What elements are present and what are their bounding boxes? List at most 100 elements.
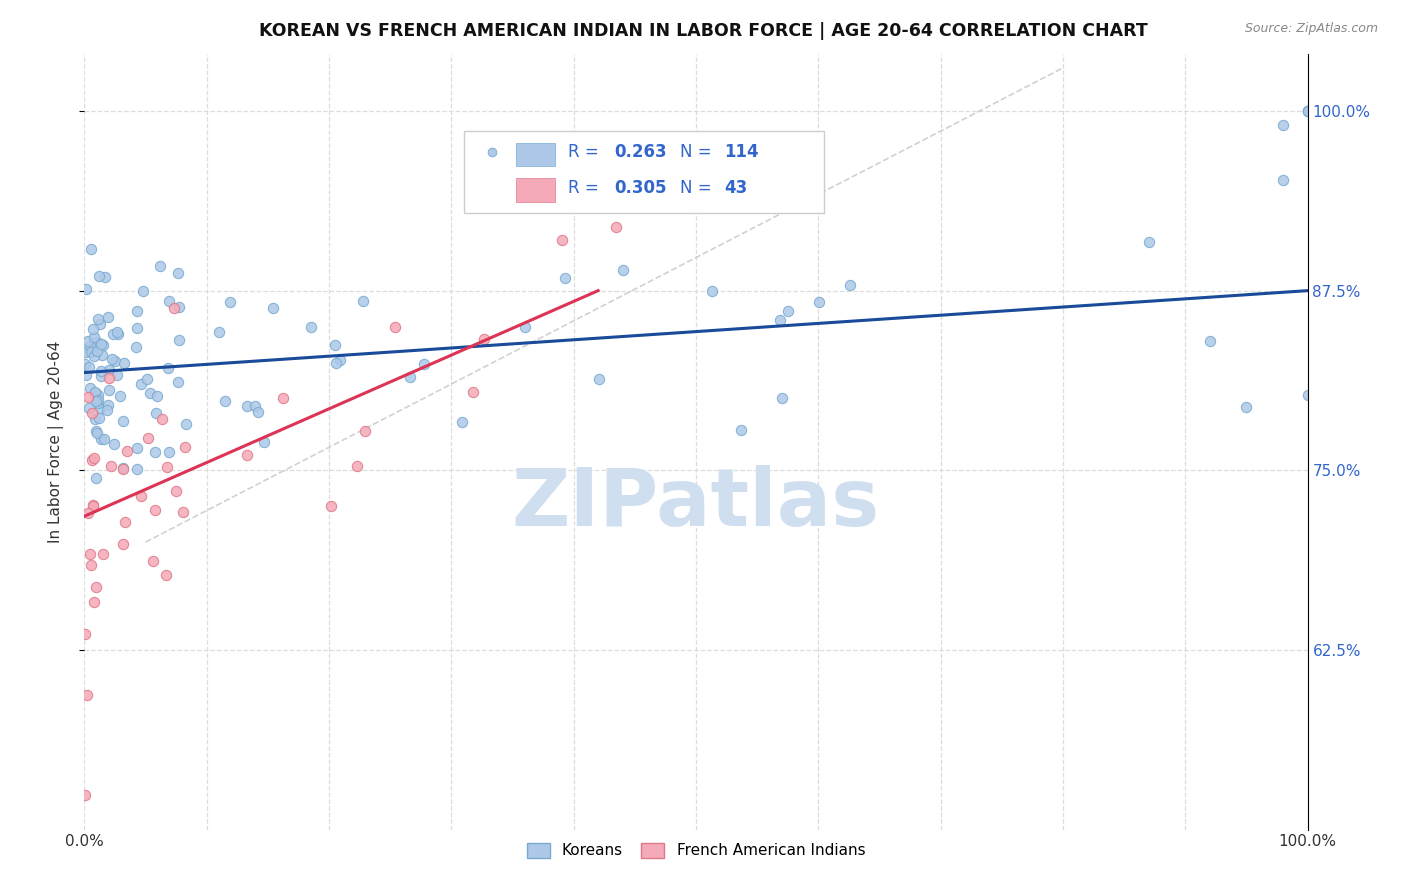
Point [83,386,105,401]
Point [167,333,190,347]
Point [145,406,167,420]
Point [82,499,104,513]
Point [150,411,173,425]
Point [79,338,101,352]
Point [103,436,125,450]
Text: KOREAN VS FRENCH AMERICAN INDIAN IN LABOR FORCE | AGE 20-64 CORRELATION CHART: KOREAN VS FRENCH AMERICAN INDIAN IN LABO… [259,22,1147,40]
Point [607,196,630,211]
Point [80,242,103,256]
Point [86,344,108,359]
Point [325,356,347,370]
Point [76,506,98,520]
Point [551,233,574,247]
Point [299,319,322,334]
Point [86,334,108,349]
Point [98,383,121,397]
Point [399,370,422,384]
Point [384,319,406,334]
Point [838,277,860,292]
Text: 0.305: 0.305 [614,178,666,197]
Point [89,401,111,416]
Legend: Koreans, French American Indians: Koreans, French American Indians [520,837,872,864]
Text: ZIPatlas: ZIPatlas [512,465,880,542]
Point [162,301,184,315]
Point [86,425,108,440]
Point [86,471,108,485]
Point [111,461,134,475]
Point [76,334,98,349]
Point [1296,103,1319,118]
Point [174,440,197,454]
Point [87,393,110,408]
Point [105,368,128,382]
Point [91,547,114,561]
Point [1296,388,1319,402]
Point [127,304,149,318]
Point [247,405,270,419]
Point [80,345,103,359]
Point [157,293,180,308]
Point [174,417,197,432]
Point [166,266,188,280]
Point [75,282,97,296]
Point [1198,334,1220,349]
Text: 114: 114 [724,143,759,161]
Point [214,394,236,409]
Point [90,337,112,351]
Point [93,432,115,446]
Point [91,337,114,351]
Point [1137,235,1160,250]
Point [1296,103,1319,118]
Point [101,352,124,367]
Text: N =: N = [681,178,717,197]
Point [132,284,155,298]
Point [262,301,284,315]
Point [155,567,177,582]
Point [90,368,112,383]
Point [515,319,537,334]
Point [139,386,162,401]
Text: R =: R = [568,178,603,197]
Point [97,398,120,412]
Point [125,340,148,354]
Point [776,303,799,318]
Point [131,489,153,503]
Point [354,424,377,438]
Point [770,391,793,405]
Point [352,294,374,309]
Point [79,381,101,395]
Point [319,499,342,513]
Point [236,448,259,462]
Point [149,259,172,273]
Point [87,388,110,402]
Point [108,389,131,403]
Point [96,403,118,417]
Point [1296,103,1319,118]
Point [76,688,98,702]
Point [112,537,135,551]
Point [79,401,101,415]
Point [554,271,576,285]
Point [83,595,105,609]
Point [89,317,111,331]
Point [253,435,276,450]
Point [105,326,128,340]
FancyBboxPatch shape [464,131,824,212]
Point [112,414,135,428]
Point [115,443,138,458]
Point [413,357,436,371]
Point [86,396,108,410]
Point [79,547,101,561]
Point [90,348,112,362]
Point [125,462,148,476]
Point [80,343,103,358]
Point [605,219,627,234]
Point [156,460,179,475]
Point [271,391,294,405]
Point [75,627,97,641]
Point [451,415,474,429]
Y-axis label: In Labor Force | Age 20-64: In Labor Force | Age 20-64 [48,341,63,542]
Point [101,326,124,341]
Point [75,788,97,802]
Point [1272,172,1295,186]
